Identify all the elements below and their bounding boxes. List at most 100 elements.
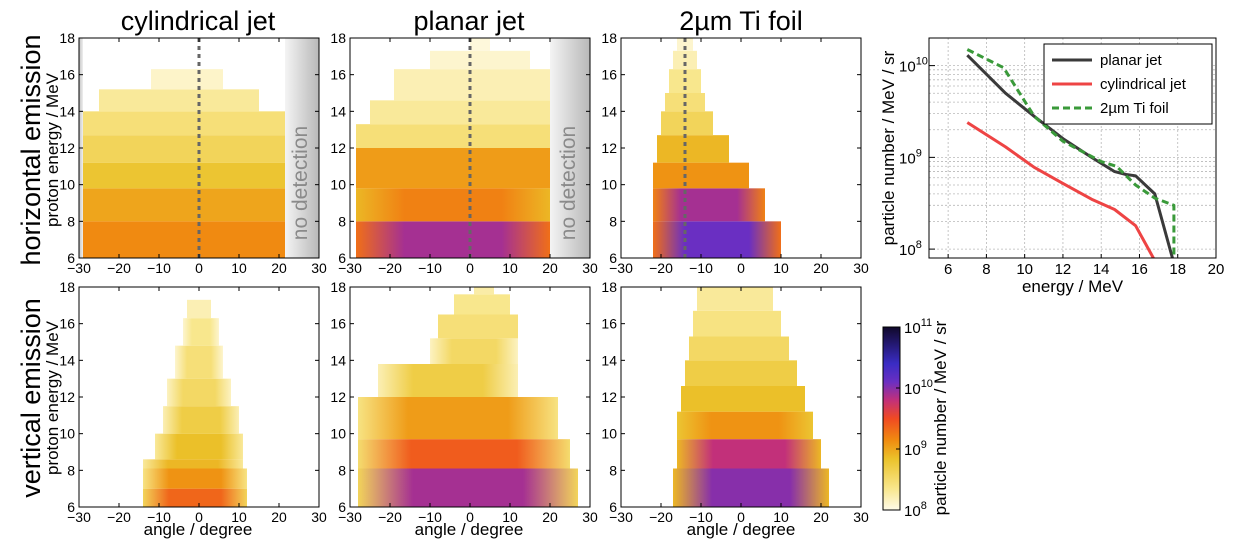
line-plot-frame [928, 37, 1217, 259]
x-tick-label: −10 [418, 260, 442, 276]
energy-band-cell [657, 135, 729, 163]
y-tick-label: 14 [330, 352, 346, 368]
energy-band-cell [677, 439, 821, 469]
x-tick-label: 10 [773, 260, 789, 276]
energy-band-cell [697, 287, 773, 311]
x-tick-label: 0 [737, 260, 745, 276]
legend-label: cylindrical jet [1100, 76, 1187, 93]
y-tick-label: 8 [609, 462, 617, 478]
energy-band-cell [83, 188, 285, 222]
energy-band-cell [167, 378, 231, 407]
energy-band-cell [430, 338, 518, 364]
y-tick-label: 16 [330, 316, 346, 332]
y-tick-label: 14 [601, 352, 617, 368]
y-tick-label: 8 [338, 213, 346, 229]
y-tick-label: 10 [59, 426, 75, 442]
x-tick-label: 20 [1208, 261, 1225, 278]
heatmap-plot-area [621, 38, 861, 258]
x-tick-label: 30 [311, 509, 327, 525]
y-tick-label: 8 [67, 462, 75, 478]
colorbar-tick-label: 1010 [904, 378, 933, 398]
x-tick-label: 10 [1016, 261, 1033, 278]
x-tick-label: 0 [466, 260, 474, 276]
x-tick-label: −10 [689, 509, 713, 525]
y-tick-label: 12 [330, 140, 346, 156]
energy-band-cell [430, 50, 530, 70]
no-detection-region [550, 38, 590, 258]
y-tick-label: 16 [59, 316, 75, 332]
energy-band-cell [83, 162, 285, 189]
y-tick-label: 16 [59, 67, 75, 83]
energy-band-cell [653, 188, 765, 222]
energy-spectrum-chart: 6 8 10 12 14 16 18 20 108 109 1010 energy / MeV part… [879, 37, 1225, 296]
colorbar: particle number / MeV / sr 108 109 1010 101… [882, 317, 950, 520]
y-tick-label: 16 [601, 67, 617, 83]
x-tick-label: −20 [107, 260, 131, 276]
x-tick-label: 10 [231, 260, 247, 276]
y-tick-label: 16 [330, 67, 346, 83]
x-tick-label: −20 [649, 260, 673, 276]
y-tick-label: 109 [899, 147, 922, 167]
energy-band-cell [394, 69, 550, 101]
column-title-cylindrical: cylindrical jet [121, 6, 276, 36]
energy-band-cell [474, 287, 494, 295]
energy-band-cell [677, 411, 813, 440]
x-tick-label: −20 [378, 509, 402, 525]
heatmap-vertical-ti-foil: −30 −20 −10 0 10 20 30 6 8 10 12 14 16 18 [601, 279, 869, 525]
energy-band-cell [356, 188, 550, 222]
y-tick-label: 1010 [899, 56, 928, 76]
y-tick-label: 18 [601, 30, 617, 46]
line-xlabel: energy / MeV [1022, 277, 1124, 296]
series-line [966, 48, 1176, 258]
colorbar-gradient [882, 326, 901, 511]
x-tick-label: 0 [195, 260, 203, 276]
energy-band-cell [175, 345, 223, 379]
x-tick-label: 18 [1169, 261, 1186, 278]
column-title-ti-foil: 2µm Ti foil [679, 6, 803, 36]
energy-band-cell [143, 468, 247, 489]
no-detection-region [285, 38, 319, 258]
energy-band-cell [681, 386, 805, 412]
y-tick-label: 6 [609, 499, 617, 515]
y-tick-label: 18 [59, 279, 75, 295]
y-tick-label: 16 [601, 316, 617, 332]
x-tick-label: 10 [773, 509, 789, 525]
heatmap-horizontal-ti-foil: −30 −20 −10 0 10 20 30 6 8 10 12 14 16 18 [601, 30, 869, 276]
y-tick-label: 8 [609, 213, 617, 229]
column-title-planar: planar jet [413, 6, 525, 36]
energy-band-cell [693, 310, 781, 337]
heatmap-plot-area [79, 38, 319, 258]
energy-band-cell [358, 439, 570, 469]
legend-label: 2µm Ti foil [1100, 100, 1169, 117]
x-tick-label: 8 [982, 261, 990, 278]
energy-band-cell [685, 360, 797, 386]
no-detection-label: no detection [557, 126, 580, 240]
energy-band-cell [677, 38, 693, 51]
y-tick-label: 6 [338, 499, 346, 515]
y-tick-label: 14 [59, 352, 75, 368]
y-tick-label: 18 [59, 30, 75, 46]
energy-band-cell [83, 111, 285, 136]
x-tick-label: 20 [542, 509, 558, 525]
x-tick-label: −30 [67, 260, 91, 276]
heatmap-vertical-cylindrical: −30 −20 −10 0 10 20 30 6 8 10 12 14 16 18 [59, 279, 327, 525]
x-tick-label: −30 [338, 260, 362, 276]
energy-band-cell [370, 100, 550, 125]
x-tick-label: 20 [813, 509, 829, 525]
energy-band-cell [689, 336, 789, 361]
xlabel-cylindrical: angle / degree [144, 520, 253, 539]
x-tick-label: −10 [689, 260, 713, 276]
x-tick-label: 20 [813, 260, 829, 276]
y-tick-label: 10 [330, 426, 346, 442]
heatmap-plot-area [79, 287, 319, 507]
energy-band-cell [454, 294, 510, 315]
y-tick-label: 10 [601, 426, 617, 442]
x-tick-label: −30 [609, 260, 633, 276]
row-title-horizontal: horizontal emission [16, 34, 46, 265]
y-tick-label: 18 [330, 30, 346, 46]
energy-band-cell [358, 397, 558, 440]
x-tick-label: 20 [271, 260, 287, 276]
y-tick-label: 10 [330, 177, 346, 193]
energy-band-cell [673, 468, 829, 507]
